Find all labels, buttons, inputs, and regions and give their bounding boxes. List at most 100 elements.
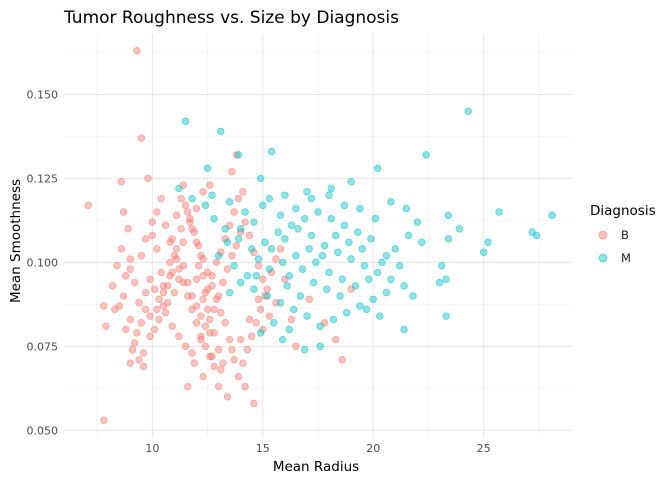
data-point-b bbox=[247, 332, 256, 341]
data-point-b bbox=[234, 372, 243, 381]
data-point-b bbox=[150, 285, 159, 293]
data-point-m bbox=[300, 345, 309, 354]
data-point-m bbox=[230, 261, 238, 270]
data-point-b bbox=[133, 47, 141, 55]
data-point-b bbox=[146, 312, 154, 320]
data-point-m bbox=[340, 201, 349, 210]
data-point-m bbox=[387, 275, 395, 283]
data-point-b bbox=[197, 332, 205, 341]
data-point-m bbox=[376, 312, 384, 320]
data-point-b bbox=[199, 188, 207, 196]
data-point-b bbox=[276, 245, 285, 253]
data-point-m bbox=[318, 251, 327, 260]
data-point-m bbox=[281, 235, 289, 243]
data-point-m bbox=[188, 194, 196, 203]
y-tick-label: 0.100 bbox=[27, 256, 59, 269]
series-b bbox=[84, 47, 355, 424]
y-tick-label: 0.125 bbox=[27, 172, 59, 185]
data-point-b bbox=[210, 362, 218, 371]
data-point-b bbox=[166, 272, 174, 280]
data-point-m bbox=[225, 288, 234, 297]
data-point-b bbox=[177, 225, 185, 233]
data-point-m bbox=[278, 258, 287, 267]
data-point-m bbox=[444, 211, 453, 220]
data-point-m bbox=[442, 312, 450, 320]
data-point-b bbox=[197, 312, 205, 320]
data-point-b bbox=[172, 211, 181, 220]
data-point-m bbox=[250, 285, 258, 293]
data-point-m bbox=[382, 288, 391, 297]
data-point-b bbox=[228, 251, 236, 260]
data-point-m bbox=[548, 211, 556, 220]
data-point-b bbox=[259, 275, 267, 283]
series-m bbox=[175, 107, 556, 354]
data-point-b bbox=[214, 345, 223, 354]
data-point-b bbox=[210, 305, 218, 314]
data-point-b bbox=[272, 255, 280, 263]
data-point-b bbox=[157, 194, 165, 203]
data-point-m bbox=[422, 151, 430, 159]
data-point-b bbox=[225, 335, 234, 344]
data-point-b bbox=[119, 208, 128, 216]
data-point-m bbox=[292, 204, 300, 213]
data-point-b bbox=[130, 278, 139, 287]
data-point-m bbox=[305, 245, 313, 253]
data-point-b bbox=[172, 245, 181, 253]
data-point-m bbox=[314, 208, 322, 216]
data-point-b bbox=[141, 288, 150, 297]
data-point-b bbox=[203, 285, 212, 293]
data-point-m bbox=[247, 245, 256, 253]
x-tick-label: 10 bbox=[145, 442, 159, 455]
points-layer bbox=[84, 47, 556, 424]
data-point-b bbox=[122, 325, 130, 334]
data-point-b bbox=[137, 134, 146, 142]
data-point-m bbox=[312, 258, 320, 267]
data-point-b bbox=[175, 265, 183, 273]
data-point-m bbox=[378, 258, 386, 267]
data-point-b bbox=[192, 319, 201, 327]
data-point-m bbox=[203, 164, 212, 173]
data-point-m bbox=[303, 188, 311, 196]
data-point-b bbox=[179, 238, 188, 246]
data-point-b bbox=[206, 181, 214, 189]
data-point-b bbox=[168, 322, 176, 330]
data-point-b bbox=[137, 251, 146, 260]
data-point-m bbox=[323, 285, 331, 293]
data-point-b bbox=[252, 319, 260, 327]
data-point-b bbox=[100, 302, 108, 310]
data-point-m bbox=[270, 319, 278, 327]
data-point-b bbox=[232, 241, 241, 250]
data-point-m bbox=[294, 225, 302, 233]
data-point-b bbox=[239, 188, 247, 196]
data-point-b bbox=[190, 228, 199, 236]
data-point-b bbox=[139, 362, 148, 371]
legend: Diagnosis B M bbox=[590, 203, 656, 265]
data-point-b bbox=[170, 288, 179, 297]
data-point-m bbox=[276, 298, 285, 307]
data-point-m bbox=[409, 292, 417, 300]
data-point-m bbox=[327, 184, 336, 193]
data-point-b bbox=[166, 258, 174, 267]
data-point-b bbox=[250, 399, 258, 408]
data-point-m bbox=[382, 251, 391, 260]
data-point-m bbox=[329, 315, 338, 324]
data-point-m bbox=[362, 305, 371, 314]
data-point-b bbox=[183, 292, 192, 300]
x-tick-label: 15 bbox=[256, 442, 270, 455]
data-point-b bbox=[146, 332, 154, 341]
data-point-m bbox=[298, 265, 307, 273]
data-point-b bbox=[254, 261, 263, 270]
data-point-b bbox=[153, 208, 161, 216]
data-point-b bbox=[206, 315, 214, 324]
data-point-b bbox=[219, 359, 227, 367]
data-point-m bbox=[261, 238, 269, 246]
data-point-b bbox=[228, 167, 236, 176]
data-point-b bbox=[161, 221, 170, 230]
data-point-m bbox=[307, 231, 316, 240]
data-point-b bbox=[305, 295, 313, 304]
data-point-m bbox=[265, 265, 274, 273]
data-point-b bbox=[331, 335, 340, 344]
data-point-b bbox=[113, 261, 121, 270]
data-point-b bbox=[84, 201, 93, 210]
